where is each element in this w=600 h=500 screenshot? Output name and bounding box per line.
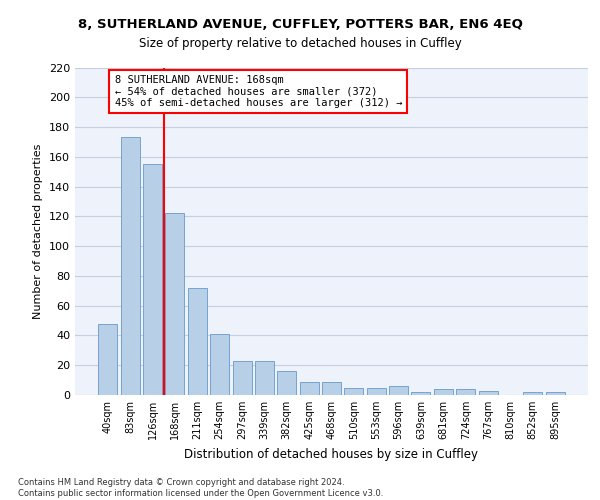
Bar <box>299 382 319 395</box>
Bar <box>143 164 162 395</box>
Bar <box>121 138 140 395</box>
Bar <box>322 382 341 395</box>
X-axis label: Distribution of detached houses by size in Cuffley: Distribution of detached houses by size … <box>185 448 479 460</box>
Bar <box>434 389 453 395</box>
Text: Contains HM Land Registry data © Crown copyright and database right 2024.
Contai: Contains HM Land Registry data © Crown c… <box>18 478 383 498</box>
Bar <box>456 389 475 395</box>
Bar <box>166 214 184 395</box>
Bar <box>545 392 565 395</box>
Bar <box>389 386 408 395</box>
Bar <box>412 392 430 395</box>
Bar <box>233 361 251 395</box>
Bar <box>523 392 542 395</box>
Bar <box>344 388 364 395</box>
Bar <box>255 361 274 395</box>
Bar <box>479 390 497 395</box>
Bar <box>277 371 296 395</box>
Text: 8 SUTHERLAND AVENUE: 168sqm
← 54% of detached houses are smaller (372)
45% of se: 8 SUTHERLAND AVENUE: 168sqm ← 54% of det… <box>115 75 402 108</box>
Bar <box>210 334 229 395</box>
Y-axis label: Number of detached properties: Number of detached properties <box>34 144 43 319</box>
Text: 8, SUTHERLAND AVENUE, CUFFLEY, POTTERS BAR, EN6 4EQ: 8, SUTHERLAND AVENUE, CUFFLEY, POTTERS B… <box>77 18 523 30</box>
Bar <box>367 388 386 395</box>
Bar <box>98 324 118 395</box>
Text: Size of property relative to detached houses in Cuffley: Size of property relative to detached ho… <box>139 38 461 51</box>
Bar <box>188 288 207 395</box>
